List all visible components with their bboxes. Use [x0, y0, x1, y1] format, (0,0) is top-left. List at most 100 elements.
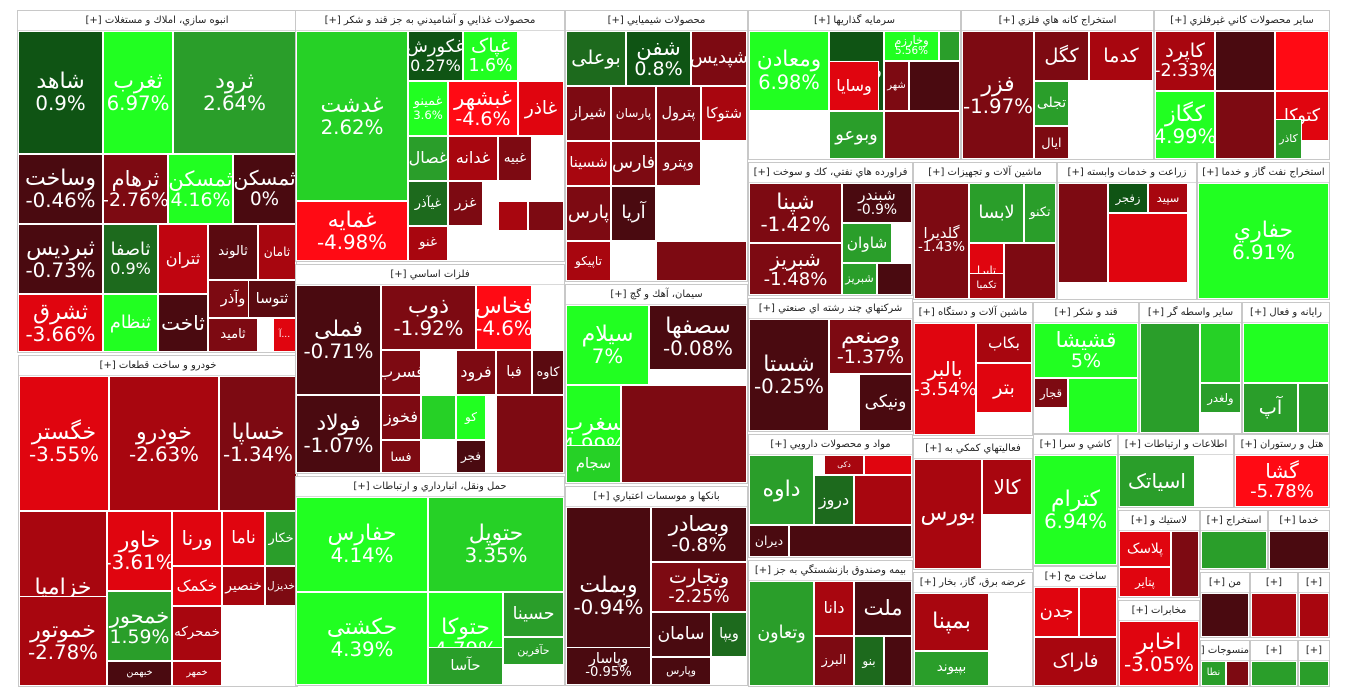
stock-tile[interactable]: تاپیکو: [566, 241, 611, 281]
sector-header[interactable]: لاستيك و [+]: [1119, 511, 1199, 531]
stock-tile[interactable]: کدما: [1089, 31, 1153, 81]
sector-header[interactable]: سرمايه گذاريها [+]: [749, 11, 960, 31]
stock-tile[interactable]: شیراز: [566, 86, 611, 141]
stock-tile[interactable]: گلدیرا -1.43%: [914, 183, 969, 299]
stock-tile[interactable]: البرز: [814, 636, 854, 686]
stock-tile[interactable]: ثاصفا 0.9%: [103, 224, 158, 294]
stock-tile-small[interactable]: [1299, 593, 1329, 637]
sector-header[interactable]: كاشي و سرا [+]: [1034, 435, 1117, 455]
stock-tile[interactable]: فاراک: [1034, 637, 1117, 686]
sector-header[interactable]: محصولات غذايي و آشاميدني به جز قند و شكر…: [296, 11, 564, 31]
stock-tile[interactable]: اسیاتک: [1119, 455, 1195, 507]
stock-tile[interactable]: خکمک: [172, 566, 222, 606]
stock-tile[interactable]: زفجر: [1108, 183, 1148, 213]
sector-header[interactable]: ماشين آلات و دستگاه [+]: [914, 303, 1032, 323]
stock-tile[interactable]: خمحور 1.59%: [107, 591, 172, 661]
stock-tile-small[interactable]: [621, 385, 747, 483]
stock-tile[interactable]: وساخت -0.46%: [18, 154, 103, 224]
stock-tile[interactable]: فارس: [611, 141, 656, 186]
stock-tile[interactable]: غیآذر: [408, 181, 448, 226]
stock-tile-small[interactable]: [1004, 243, 1056, 299]
stock-tile-small[interactable]: [1226, 661, 1249, 686]
stock-tile[interactable]: فجر: [456, 440, 486, 473]
stock-tile[interactable]: گشا -5.78%: [1235, 455, 1329, 507]
stock-tile[interactable]: پلاسک: [1119, 531, 1171, 567]
stock-tile-small[interactable]: [1215, 31, 1275, 91]
stock-tile[interactable]: ثشرق -3.66%: [18, 294, 103, 352]
stock-tile[interactable]: حسینا: [503, 592, 564, 637]
stock-tile[interactable]: آ...: [273, 318, 296, 352]
stock-tile[interactable]: فخاس -4.6%: [476, 285, 532, 350]
stock-tile[interactable]: ولغدر: [1200, 383, 1241, 413]
sector-header[interactable]: محصولات شيميايي [+]: [566, 11, 747, 31]
stock-tile[interactable]: قشیشا 5%: [1034, 323, 1138, 378]
stock-tile[interactable]: غبیه: [498, 136, 532, 181]
stock-tile[interactable]: وتجارت -2.25%: [651, 562, 747, 612]
stock-tile[interactable]: حکشتی 4.39%: [296, 592, 428, 685]
stock-tile[interactable]: بورس: [914, 459, 982, 569]
stock-tile[interactable]: ثمسکن 0%: [233, 154, 296, 224]
stock-tile[interactable]: کو: [456, 395, 486, 440]
stock-tile[interactable]: بکاب: [976, 323, 1032, 363]
stock-tile-small[interactable]: [1243, 323, 1329, 383]
stock-tile[interactable]: ثالوند: [208, 224, 258, 280]
stock-tile[interactable]: ناما: [222, 511, 265, 566]
stock-tile[interactable]: بپیوند: [914, 651, 989, 686]
stock-tile[interactable]: ثامان: [258, 224, 296, 280]
stock-tile[interactable]: بنو: [854, 636, 884, 686]
stock-tile-small[interactable]: [498, 201, 528, 231]
stock-tile[interactable]: وپترو: [656, 141, 701, 186]
stock-tile[interactable]: وپاسار -0.95%: [566, 647, 651, 685]
stock-tile-small[interactable]: [1108, 213, 1188, 283]
sector-header[interactable]: سيمان، آهك و گچ [+]: [566, 285, 747, 305]
sector-header[interactable]: مخابرات [+]: [1119, 601, 1199, 621]
stock-tile[interactable]: سجام: [566, 445, 621, 483]
stock-tile[interactable]: شاوان: [842, 223, 892, 263]
stock-tile-small[interactable]: [1251, 661, 1297, 686]
stock-tile[interactable]: ورنا: [172, 511, 222, 566]
stock-tile[interactable]: حفاري 6.91%: [1198, 183, 1329, 299]
stock-tile[interactable]: ذوب -1.92%: [381, 285, 476, 350]
stock-tile[interactable]: پارسان: [611, 86, 656, 141]
stock-tile-small[interactable]: [1200, 323, 1241, 383]
stock-tile[interactable]: وخارزم 5.56%: [884, 31, 939, 61]
stock-tile[interactable]: دیران: [749, 525, 789, 557]
stock-tile[interactable]: تجلی: [1034, 81, 1069, 126]
sector-header[interactable]: بانكها و موسسات اعتباري [+]: [566, 487, 747, 507]
sector-header[interactable]: استخراج كانه هاي فلزي [+]: [962, 11, 1153, 31]
stock-tile[interactable]: سپید: [1148, 183, 1188, 213]
stock-tile[interactable]: غپاک 1.6%: [463, 31, 518, 81]
stock-tile[interactable]: وتعاون: [749, 581, 814, 686]
stock-tile-small[interactable]: [1269, 531, 1329, 569]
stock-tile[interactable]: خودرو -2.63%: [109, 376, 219, 511]
stock-tile-small[interactable]: [1171, 531, 1199, 597]
stock-tile[interactable]: کالا: [982, 459, 1032, 515]
stock-tile-small[interactable]: [854, 475, 912, 525]
stock-tile[interactable]: تکمبا: [969, 273, 1004, 299]
stock-tile[interactable]: سصفها -0.08%: [649, 305, 747, 370]
stock-tile[interactable]: غمایه -4.98%: [296, 201, 408, 261]
stock-tile[interactable]: خبهمن: [107, 661, 172, 686]
sector-header[interactable]: عرضه برق، گاز، بخار [+]: [914, 573, 1032, 593]
stock-tile-small[interactable]: [1140, 323, 1200, 433]
stock-tile[interactable]: شپنا -1.42%: [749, 183, 842, 243]
stock-tile[interactable]: خمحرکه: [172, 606, 222, 661]
stock-tile[interactable]: غنو: [408, 226, 448, 261]
stock-tile[interactable]: وبوعو: [829, 111, 884, 159]
stock-tile[interactable]: ثمسکن 4.16%: [168, 154, 233, 224]
stock-tile[interactable]: ثرود 2.64%: [173, 31, 296, 154]
stock-tile[interactable]: حتوپل 3.35%: [428, 497, 564, 592]
stock-tile-small[interactable]: [1079, 587, 1117, 637]
stock-tile-small[interactable]: [421, 395, 456, 440]
stock-tile[interactable]: سیلام 7%: [566, 305, 649, 385]
stock-tile-small[interactable]: [864, 455, 912, 475]
sector-header[interactable]: خدما [+]: [1269, 511, 1329, 531]
stock-tile[interactable]: غاذر: [518, 81, 564, 136]
stock-tile[interactable]: بوعلی: [566, 31, 626, 86]
stock-tile[interactable]: خمهر: [172, 661, 222, 686]
sector-header[interactable]: حمل ونقل، انبارداري و ارتباطات [+]: [296, 477, 564, 497]
stock-tile[interactable]: کگاز 4.99%: [1155, 91, 1215, 159]
stock-tile[interactable]: فبا: [496, 350, 532, 395]
stock-tile-small[interactable]: [884, 636, 912, 686]
stock-tile[interactable]: حفارس 4.14%: [296, 497, 428, 592]
